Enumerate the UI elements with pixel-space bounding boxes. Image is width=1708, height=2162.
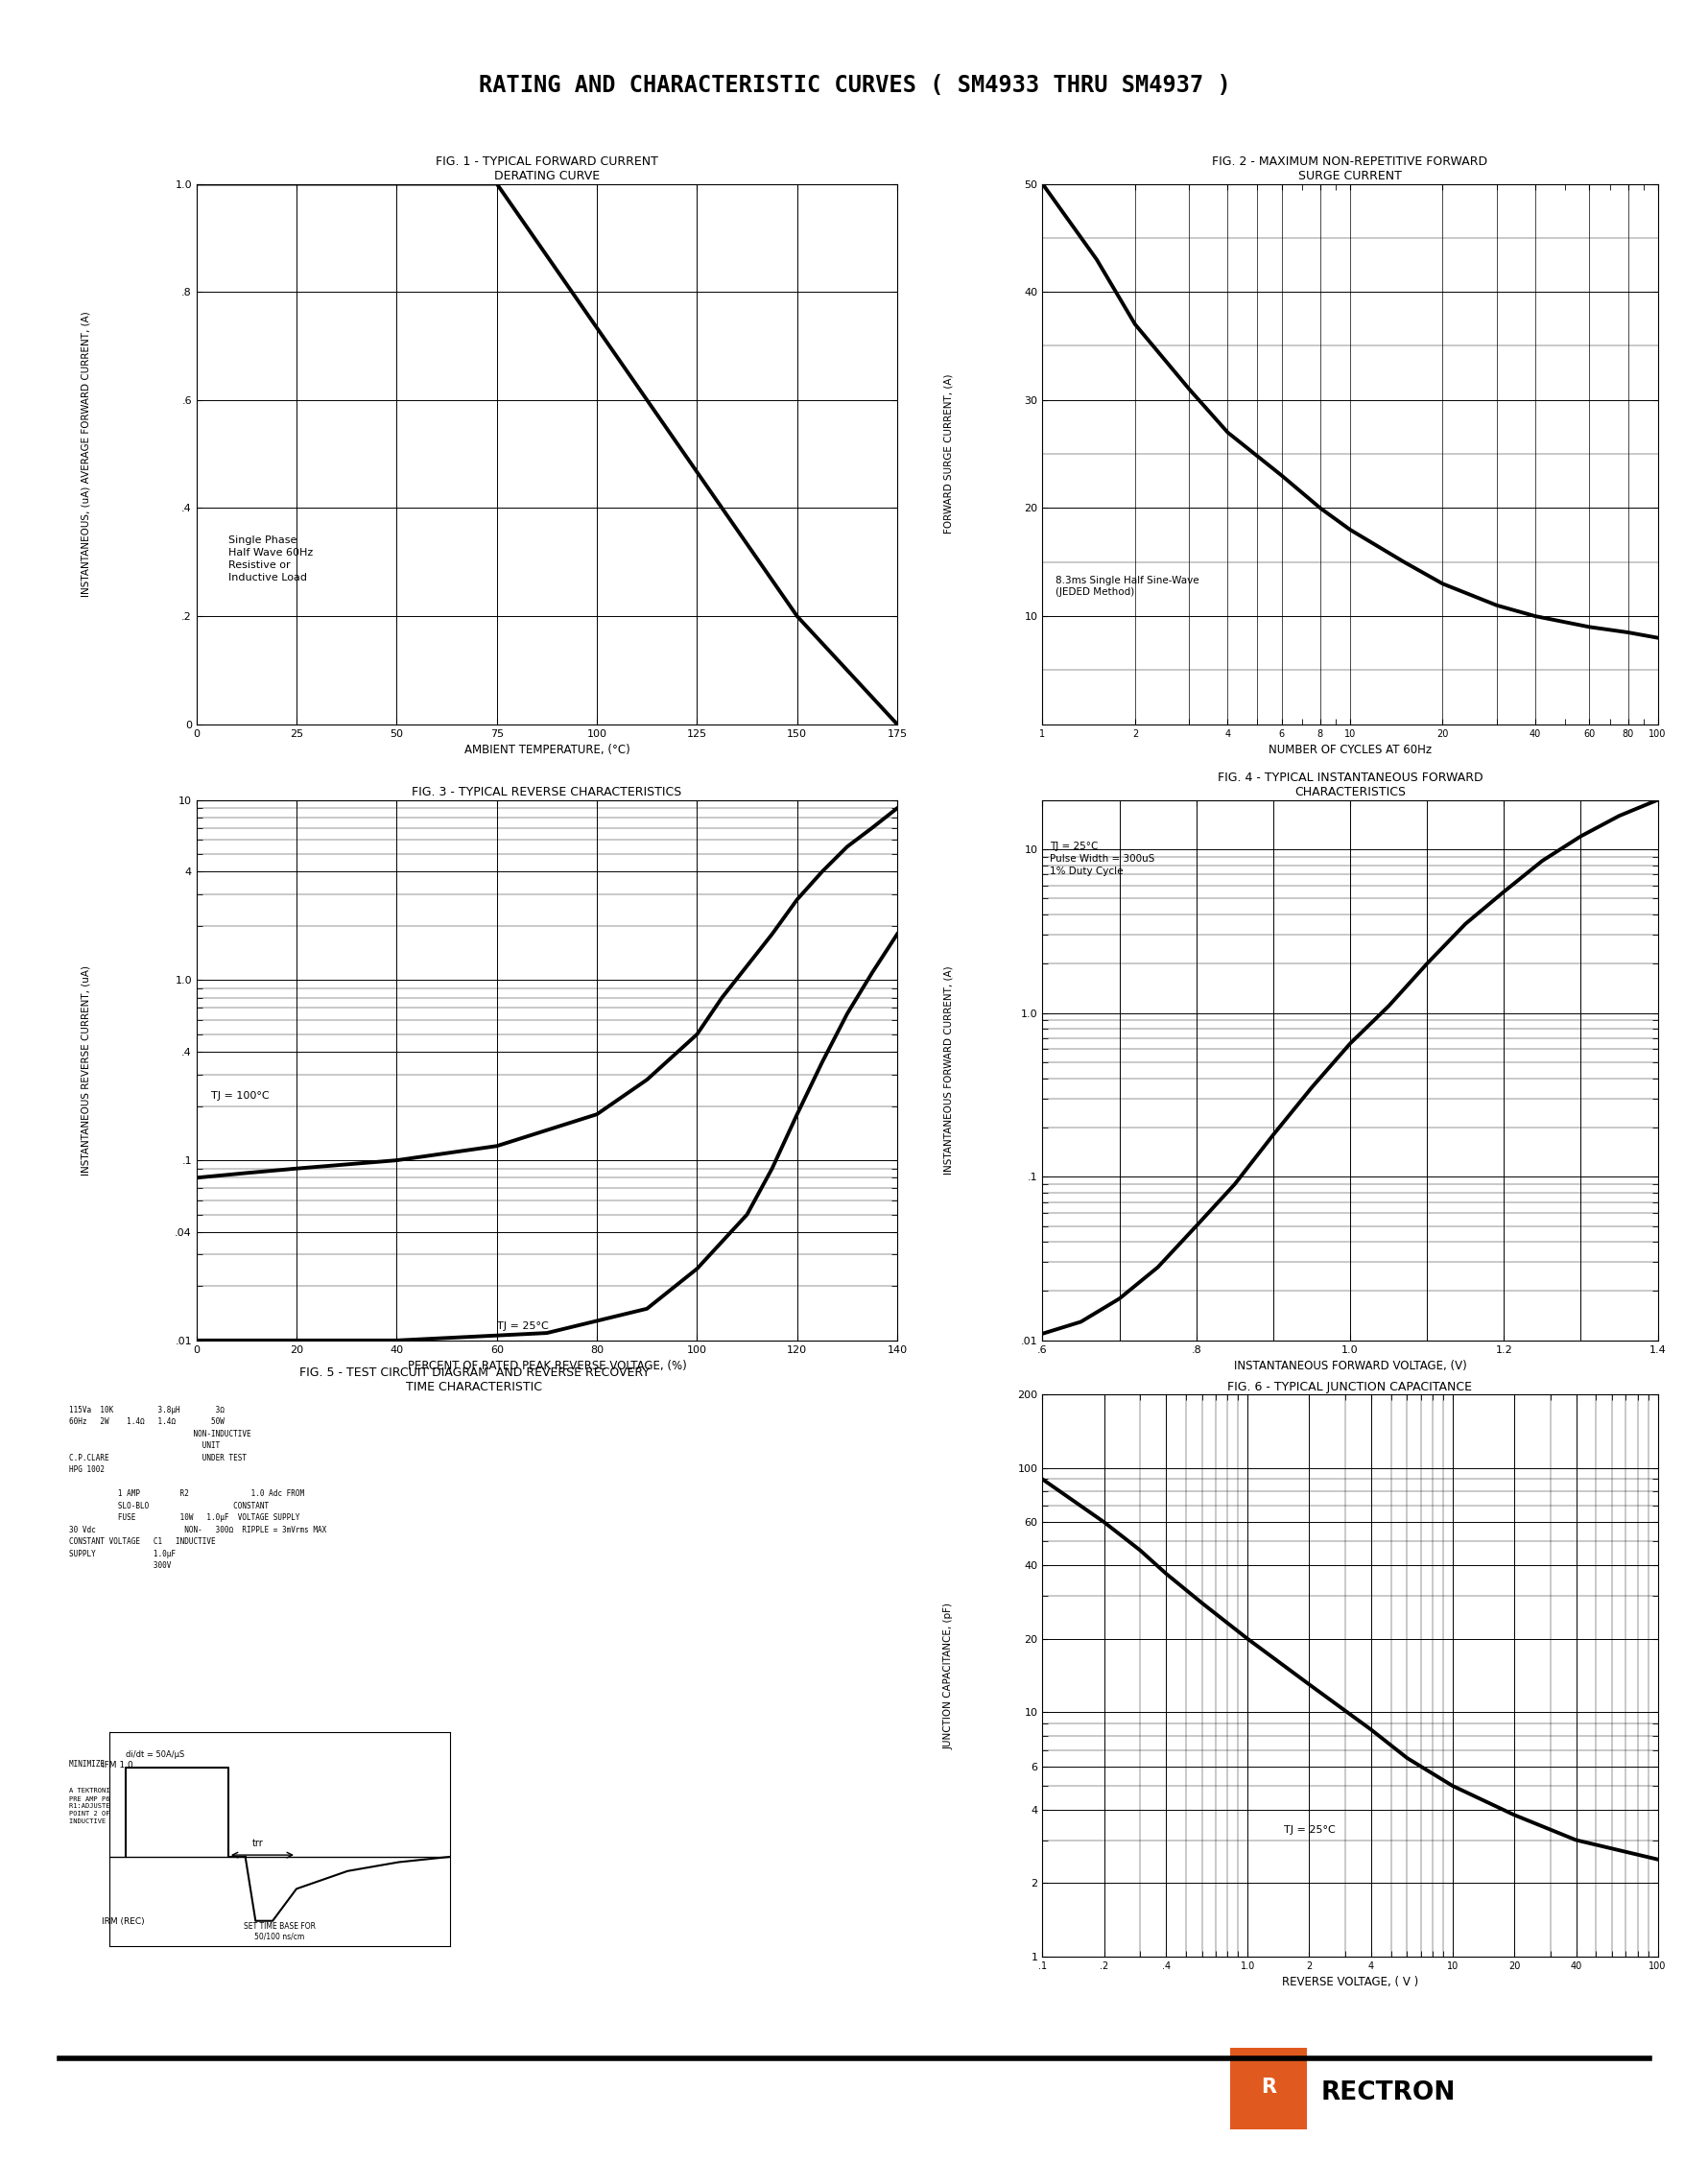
Text: INSTANTANEOUS, (uA) AVERAGE FORWARD CURRENT, (A): INSTANTANEOUS, (uA) AVERAGE FORWARD CURR… — [80, 311, 91, 597]
Text: TJ = 100°C: TJ = 100°C — [212, 1092, 270, 1100]
Text: 8.3ms Single Half Sine-Wave
(JEDED Method): 8.3ms Single Half Sine-Wave (JEDED Metho… — [1054, 575, 1197, 597]
Text: MINIMIZE ALL LEAD LENGTHS: MINIMIZE ALL LEAD LENGTHS — [68, 1760, 179, 1769]
Text: R: R — [1261, 2078, 1276, 2097]
Text: IFM 1.0: IFM 1.0 — [102, 1762, 133, 1771]
Text: TJ = 25°C: TJ = 25°C — [1283, 1825, 1334, 1836]
Text: INSTANTANEOUS REVERSE CURRENT, (uA): INSTANTANEOUS REVERSE CURRENT, (uA) — [80, 964, 91, 1176]
Text: TJ = 25°C
Pulse Width = 300uS
1% Duty Cycle: TJ = 25°C Pulse Width = 300uS 1% Duty Cy… — [1049, 841, 1155, 876]
Text: RATING AND CHARACTERISTIC CURVES ( SM4933 THRU SM4937 ): RATING AND CHARACTERISTIC CURVES ( SM493… — [478, 74, 1230, 97]
X-axis label: INSTANTANEOUS FORWARD VOLTAGE, (V): INSTANTANEOUS FORWARD VOLTAGE, (V) — [1233, 1360, 1465, 1373]
FancyBboxPatch shape — [1228, 2045, 1308, 2132]
Title: FIG. 1 - TYPICAL FORWARD CURRENT
DERATING CURVE: FIG. 1 - TYPICAL FORWARD CURRENT DERATIN… — [436, 156, 658, 182]
Title: FIG. 3 - TYPICAL REVERSE CHARACTERISTICS: FIG. 3 - TYPICAL REVERSE CHARACTERISTICS — [412, 787, 681, 798]
Text: di/dt = 50A/μS: di/dt = 50A/μS — [126, 1751, 184, 1760]
Text: 115Va  10K          3.8μH        3Ω
60Hz   2W    1.4Ω   1.4Ω        50W
        : 115Va 10K 3.8μH 3Ω 60Hz 2W 1.4Ω 1.4Ω 50W — [68, 1405, 326, 1570]
Text: TJ = 25°C: TJ = 25°C — [497, 1321, 548, 1332]
X-axis label: REVERSE VOLTAGE, ( V ): REVERSE VOLTAGE, ( V ) — [1281, 1976, 1418, 1989]
Text: trr: trr — [253, 1838, 263, 1849]
Text: RECTRON: RECTRON — [1320, 2080, 1455, 2106]
Text: A TEKTRONIX 545A, K PLUG IN     R2:TEN-1W 10  % CARBON CORE
PRE AMP P6020 PROBE : A TEKTRONIX 545A, K PLUG IN R2:TEN-1W 10… — [68, 1788, 321, 1825]
X-axis label: AMBIENT TEMPERATURE, (°C): AMBIENT TEMPERATURE, (°C) — [465, 744, 629, 757]
Title: FIG. 5 - TEST CIRCUIT DIAGRAM  AND REVERSE RECOVERY
TIME CHARACTERISTIC: FIG. 5 - TEST CIRCUIT DIAGRAM AND REVERS… — [299, 1366, 649, 1392]
Title: FIG. 2 - MAXIMUM NON-REPETITIVE FORWARD
SURGE CURRENT: FIG. 2 - MAXIMUM NON-REPETITIVE FORWARD … — [1211, 156, 1488, 182]
Title: FIG. 4 - TYPICAL INSTANTANEOUS FORWARD
CHARACTERISTICS: FIG. 4 - TYPICAL INSTANTANEOUS FORWARD C… — [1216, 772, 1483, 798]
Text: JUNCTION CAPACITANCE, (pF): JUNCTION CAPACITANCE, (pF) — [943, 1602, 953, 1749]
Title: FIG. 6 - TYPICAL JUNCTION CAPACITANCE: FIG. 6 - TYPICAL JUNCTION CAPACITANCE — [1226, 1382, 1472, 1392]
Text: FORWARD SURGE CURRENT, (A): FORWARD SURGE CURRENT, (A) — [943, 374, 953, 534]
X-axis label: PERCENT OF RATED PEAK REVERSE VOLTAGE, (%): PERCENT OF RATED PEAK REVERSE VOLTAGE, (… — [407, 1360, 687, 1373]
Text: Single Phase
Half Wave 60Hz
Resistive or
Inductive Load: Single Phase Half Wave 60Hz Resistive or… — [229, 536, 313, 584]
Text: SET TIME BASE FOR
50/100 ns/cm: SET TIME BASE FOR 50/100 ns/cm — [243, 1922, 316, 1941]
X-axis label: NUMBER OF CYCLES AT 60Hz: NUMBER OF CYCLES AT 60Hz — [1267, 744, 1431, 757]
Text: IRM (REC): IRM (REC) — [102, 1918, 145, 1926]
Text: INSTANTANEOUS FORWARD CURRENT, (A): INSTANTANEOUS FORWARD CURRENT, (A) — [943, 966, 953, 1174]
